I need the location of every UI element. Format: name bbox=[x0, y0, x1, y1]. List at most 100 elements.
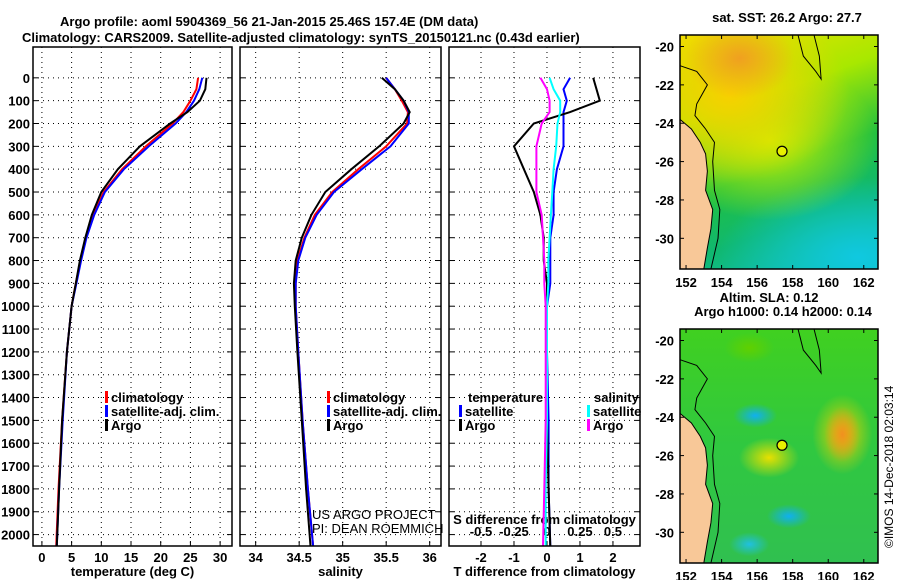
credit-imos: ©IMOS 14-Dec-2018 02:03:14 bbox=[882, 385, 896, 548]
panel-difference: -2 -1 0 1 2T difference from climatology -0.5… bbox=[448, 46, 641, 579]
lon-tick-label: 158 bbox=[782, 275, 804, 290]
series-line-satellite-adj-clim- bbox=[294, 77, 410, 547]
panel-temperature: 0100200300400500600700800900100011001200… bbox=[1, 46, 233, 579]
isobath-line bbox=[679, 359, 721, 564]
isobath-line bbox=[797, 328, 822, 375]
depth-tick-label: 1000 bbox=[1, 299, 30, 314]
legend-s-argo-swatch bbox=[587, 419, 590, 431]
map-title: Altim. SLA: 0.12 bbox=[720, 290, 819, 305]
land-shape bbox=[679, 412, 714, 564]
lat-tick-label: -20 bbox=[655, 334, 674, 349]
legend-t-argo-swatch bbox=[459, 419, 462, 431]
depth-tick-label: 0 bbox=[23, 71, 30, 86]
x-tick-label: 34 bbox=[248, 550, 263, 565]
x-tick-label: 25 bbox=[183, 550, 197, 565]
plot-frame bbox=[239, 46, 442, 547]
argo-float-marker bbox=[776, 145, 788, 157]
credit-project: US ARGO PROJECT bbox=[312, 507, 436, 522]
legend-argo-swatch bbox=[105, 419, 108, 431]
plot-frame bbox=[32, 46, 233, 547]
depth-tick-label: 300 bbox=[8, 139, 30, 154]
series-line-satellite-adj-clim- bbox=[55, 77, 204, 547]
lat-tick-label: -26 bbox=[655, 155, 674, 170]
legend-satellite-adj-label: satellite-adj. clim. bbox=[333, 404, 441, 419]
title-line1: Argo profile: aoml 5904369_56 21-Jan-201… bbox=[60, 14, 478, 29]
legend-argo-label: Argo bbox=[333, 418, 363, 433]
legend-salinity-heading: salinity bbox=[594, 390, 640, 405]
argo-float-marker bbox=[776, 439, 788, 451]
lon-tick-label: 160 bbox=[817, 569, 839, 580]
legend-climatology-swatch bbox=[105, 391, 108, 403]
lat-tick-label: -28 bbox=[655, 193, 674, 208]
depth-tick-label: 1300 bbox=[1, 368, 30, 383]
series-line-salinity-satellite bbox=[544, 77, 562, 546]
map-frame bbox=[679, 328, 879, 564]
lon-tick-label: 154 bbox=[711, 275, 733, 290]
legend-climatology-label: climatology bbox=[333, 390, 406, 405]
lat-tick-label: -24 bbox=[655, 116, 675, 131]
legend-t-satellite-swatch bbox=[459, 405, 462, 417]
lat-tick-label: -22 bbox=[655, 78, 674, 93]
series-line-argo bbox=[55, 77, 208, 547]
depth-tick-label: 2000 bbox=[1, 528, 30, 543]
land-shape bbox=[679, 118, 714, 270]
x-tick-label: 20 bbox=[153, 550, 167, 565]
depth-tick-label: 1200 bbox=[1, 345, 30, 360]
series-line-climatology bbox=[55, 77, 200, 547]
x-axis-label: T difference from climatology bbox=[453, 564, 636, 579]
depth-tick-label: 1800 bbox=[1, 482, 30, 497]
depth-tick-label: 200 bbox=[8, 117, 30, 132]
depth-tick-label: 100 bbox=[8, 94, 30, 109]
series-line-salinity-argo bbox=[535, 77, 551, 547]
map-subtitle: Argo h1000: 0.14 h2000: 0.14 bbox=[694, 304, 873, 319]
x-tick-label: 35 bbox=[335, 550, 349, 565]
depth-tick-label: 600 bbox=[8, 208, 30, 223]
lon-tick-label: 156 bbox=[746, 569, 768, 580]
x-tick-label: 35.5 bbox=[374, 550, 399, 565]
depth-tick-label: 1600 bbox=[1, 436, 30, 451]
panel-salinity: 34 34.5 35 35.5 36 salinity bbox=[239, 46, 442, 579]
lat-tick-label: -26 bbox=[655, 449, 674, 464]
legend-t-argo-label: Argo bbox=[465, 418, 495, 433]
lon-tick-label: 162 bbox=[853, 569, 875, 580]
depth-tick-label: 800 bbox=[8, 254, 30, 269]
lon-tick-label: 160 bbox=[817, 275, 839, 290]
isobath-line bbox=[679, 65, 721, 270]
x-axis-label: salinity bbox=[318, 564, 364, 579]
depth-tick-label: 700 bbox=[8, 231, 30, 246]
series-line-argo bbox=[292, 77, 411, 547]
plot-frame bbox=[448, 46, 641, 547]
lat-tick-label: -22 bbox=[655, 372, 674, 387]
x-tick-label: 15 bbox=[124, 550, 138, 565]
x-tick-label: -2 bbox=[475, 550, 487, 565]
x-tick-label: 30 bbox=[213, 550, 227, 565]
legend-s-satellite-label: satellite bbox=[593, 404, 641, 419]
lat-tick-label: -30 bbox=[655, 231, 674, 246]
lon-tick-label: 152 bbox=[675, 275, 697, 290]
series-line-climatology bbox=[294, 77, 409, 547]
x-tick-label: 0 bbox=[38, 550, 45, 565]
x-tick-label: 2 bbox=[609, 550, 616, 565]
x-tick-label: 34.5 bbox=[287, 550, 312, 565]
legend-climatology-swatch bbox=[327, 391, 330, 403]
credit-pi: PI: DEAN ROEMMICH bbox=[312, 521, 443, 536]
x-axis-label: temperature (deg C) bbox=[71, 564, 195, 579]
lon-tick-label: 156 bbox=[746, 275, 768, 290]
legend-argo-swatch bbox=[327, 419, 330, 431]
x-tick-label: 10 bbox=[94, 550, 108, 565]
x-tick-label: -1 bbox=[508, 550, 520, 565]
lon-tick-label: 162 bbox=[853, 275, 875, 290]
s-tick-label: 0.25 bbox=[567, 524, 592, 539]
depth-tick-label: 1700 bbox=[1, 459, 30, 474]
legend-satellite-adj-swatch bbox=[105, 405, 108, 417]
legend-satellite-adj-label: satellite-adj. clim. bbox=[111, 404, 219, 419]
series-line-temperature-satellite bbox=[546, 77, 571, 547]
lon-tick-label: 154 bbox=[711, 569, 733, 580]
depth-tick-label: 1900 bbox=[1, 505, 30, 520]
s-tick-label: 0 bbox=[543, 524, 550, 539]
map-frame bbox=[679, 34, 879, 270]
depth-tick-label: 1400 bbox=[1, 391, 30, 406]
depth-tick-label: 1500 bbox=[1, 413, 30, 428]
s-tick-label: -0.25 bbox=[499, 524, 529, 539]
